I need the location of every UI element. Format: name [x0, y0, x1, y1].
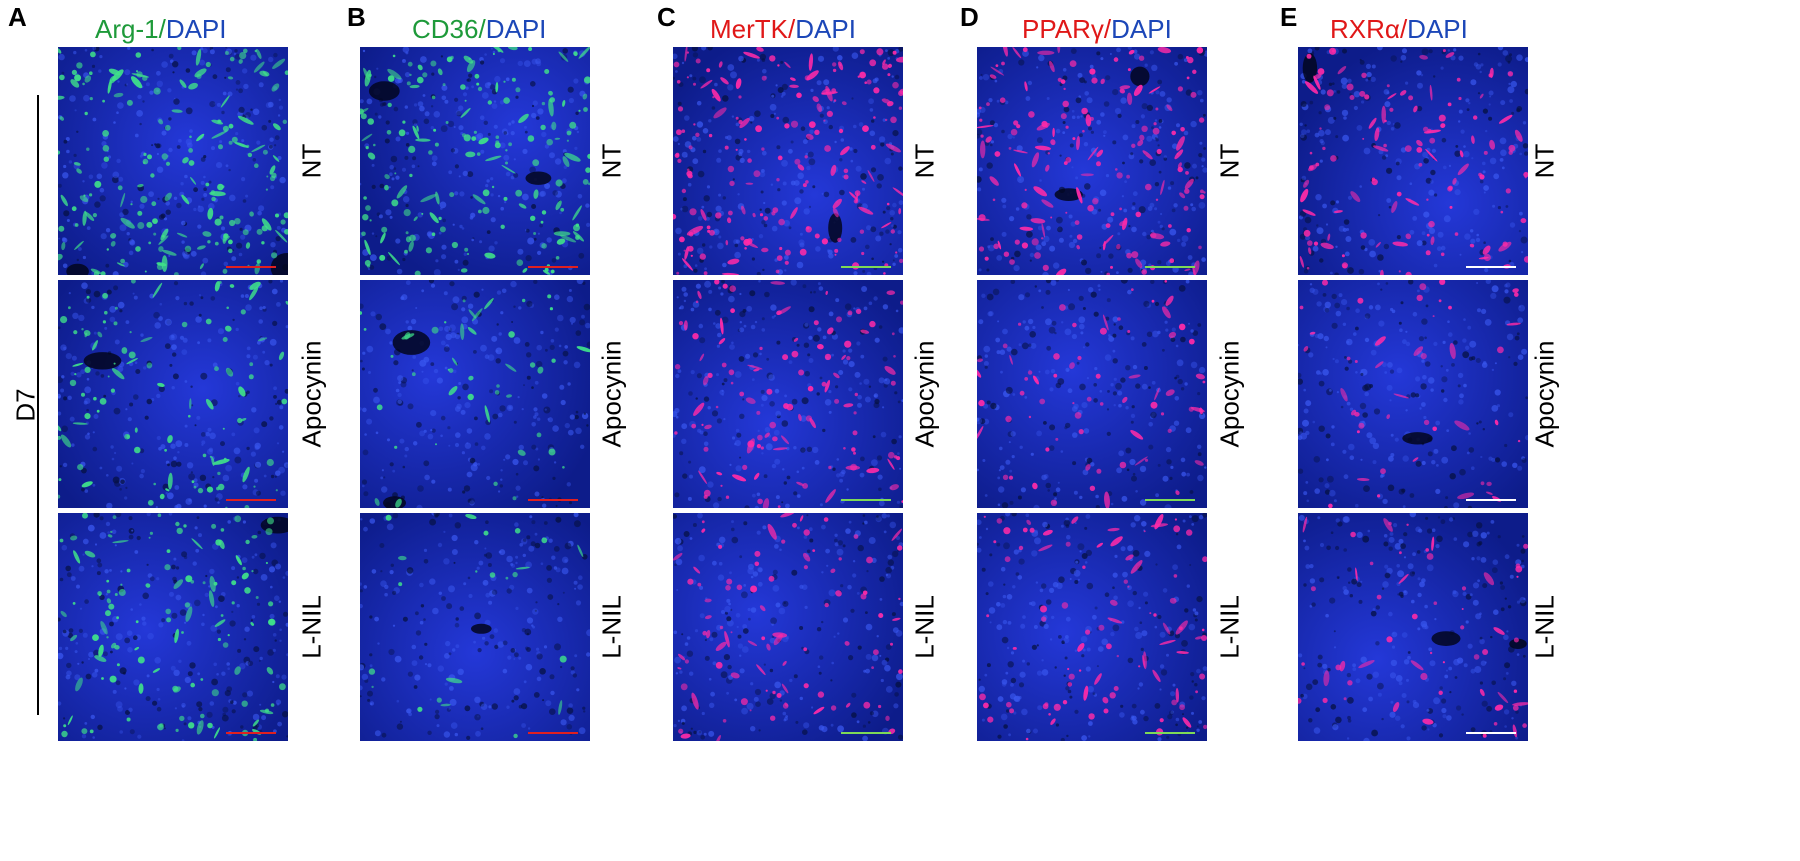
row-label-nt: NT [1214, 143, 1245, 179]
row-label-l-nil: L-NIL [1529, 595, 1560, 659]
row-label-l-nil: L-NIL [596, 595, 627, 659]
micrograph-image [360, 280, 590, 508]
scale-bar [841, 499, 891, 501]
micrograph-c-nt [673, 47, 903, 275]
micrograph-image [58, 47, 288, 275]
micrograph-b-nt [360, 47, 590, 275]
micrograph-image [673, 513, 903, 741]
scale-bar [1466, 499, 1516, 501]
d7-group-line [37, 95, 39, 715]
row-label-nt: NT [909, 143, 940, 179]
panel-title: Arg-1/DAPI [95, 14, 227, 45]
marker-name: MerTK [710, 14, 788, 44]
title-separator: / [158, 14, 166, 44]
micrograph-image [1298, 47, 1528, 275]
micrograph-image [977, 280, 1207, 508]
scale-bar [528, 266, 578, 268]
row-label-l-nil: L-NIL [909, 595, 940, 659]
scale-bar [226, 732, 276, 734]
scale-bar [528, 499, 578, 501]
row-label-l-nil: L-NIL [1214, 595, 1245, 659]
counterstain-name: DAPI [165, 14, 227, 44]
scale-bar [841, 266, 891, 268]
micrograph-a-apocynin [58, 280, 288, 508]
scale-bar [1145, 499, 1195, 501]
panel-title: RXRα/DAPI [1330, 14, 1468, 45]
micrograph-image [673, 280, 903, 508]
scale-bar [1145, 266, 1195, 268]
panel-letter-a: A [8, 2, 27, 32]
micrograph-d-apocynin [977, 280, 1207, 508]
marker-name: PPARγ [1022, 14, 1104, 44]
micrograph-image [977, 47, 1207, 275]
micrograph-c-apocynin [673, 280, 903, 508]
row-label-nt: NT [296, 143, 327, 179]
row-label-apocynin: Apocynin [1214, 340, 1245, 448]
counterstain-name: DAPI [1111, 14, 1172, 44]
micrograph-b-l-nil [360, 513, 590, 741]
micrograph-a-l-nil [58, 513, 288, 741]
panel-letter-b: B [347, 2, 366, 32]
micrograph-image [977, 513, 1207, 741]
counterstain-name: DAPI [485, 14, 547, 44]
scale-bar [528, 732, 578, 734]
scale-bar [1145, 732, 1195, 734]
panel-letter-d: D [960, 2, 979, 32]
title-separator: / [788, 14, 796, 44]
micrograph-e-l-nil [1298, 513, 1528, 741]
row-label-apocynin: Apocynin [1529, 340, 1560, 448]
micrograph-a-nt [58, 47, 288, 275]
row-label-l-nil: L-NIL [296, 595, 327, 659]
scale-bar [226, 499, 276, 501]
micrograph-image [360, 47, 590, 275]
micrograph-image [58, 513, 288, 741]
marker-name: Arg-1 [95, 14, 159, 44]
micrograph-image [360, 513, 590, 741]
micrograph-image [1298, 513, 1528, 741]
panel-title: CD36/DAPI [412, 14, 546, 45]
d7-group-label: D7 [10, 388, 41, 422]
counterstain-name: DAPI [795, 14, 856, 44]
title-separator: / [1103, 14, 1112, 44]
title-separator: / [1399, 14, 1408, 44]
panel-letter-e: E [1280, 2, 1298, 32]
row-label-apocynin: Apocynin [596, 340, 627, 448]
row-label-nt: NT [1529, 143, 1560, 179]
scale-bar [1466, 732, 1516, 734]
title-separator: / [478, 14, 486, 44]
row-label-nt: NT [596, 143, 627, 179]
scale-bar [226, 266, 276, 268]
marker-name: RXRα [1330, 14, 1400, 44]
micrograph-image [673, 47, 903, 275]
panel-letter-c: C [657, 2, 676, 32]
row-label-apocynin: Apocynin [296, 340, 327, 448]
micrograph-b-apocynin [360, 280, 590, 508]
panel-title: PPARγ/DAPI [1022, 14, 1172, 45]
micrograph-e-apocynin [1298, 280, 1528, 508]
micrograph-image [58, 280, 288, 508]
panel-title: MerTK/DAPI [710, 14, 856, 45]
micrograph-d-nt [977, 47, 1207, 275]
micrograph-c-l-nil [673, 513, 903, 741]
micrograph-image [1298, 280, 1528, 508]
scale-bar [1466, 266, 1516, 268]
micrograph-d-l-nil [977, 513, 1207, 741]
micrograph-e-nt [1298, 47, 1528, 275]
scale-bar [841, 732, 891, 734]
row-label-apocynin: Apocynin [909, 340, 940, 448]
marker-name: CD36 [412, 14, 479, 44]
counterstain-name: DAPI [1407, 14, 1468, 44]
